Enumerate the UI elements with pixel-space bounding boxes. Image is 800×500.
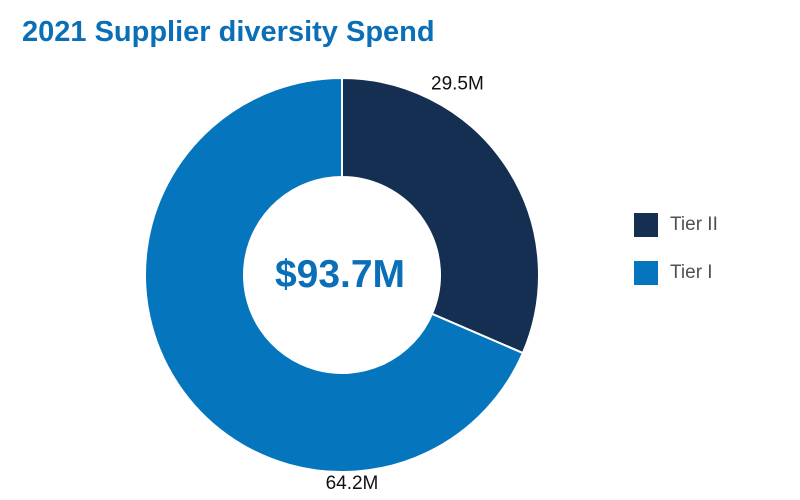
legend-item-tier-i: Tier I <box>634 260 718 286</box>
chart-legend: Tier II Tier I <box>634 212 718 308</box>
slice-tier-ii <box>341 76 540 355</box>
legend-item-tier-ii: Tier II <box>634 212 718 238</box>
donut-slices <box>144 76 540 473</box>
data-label-tier-ii: 29.5M <box>431 74 484 95</box>
slice-tier-i <box>144 76 525 473</box>
legend-swatch-tier-ii <box>634 213 658 237</box>
data-label-tier-i: 64.2M <box>326 473 379 494</box>
donut-center-total: $93.7M <box>275 253 405 296</box>
data-labels: 29.5M 64.2M <box>326 74 484 494</box>
legend-swatch-tier-i <box>634 261 658 285</box>
legend-label-tier-i: Tier I <box>670 262 713 283</box>
legend-label-tier-ii: Tier II <box>670 214 718 235</box>
chart-title: 2021 Supplier diversity Spend <box>22 16 435 48</box>
